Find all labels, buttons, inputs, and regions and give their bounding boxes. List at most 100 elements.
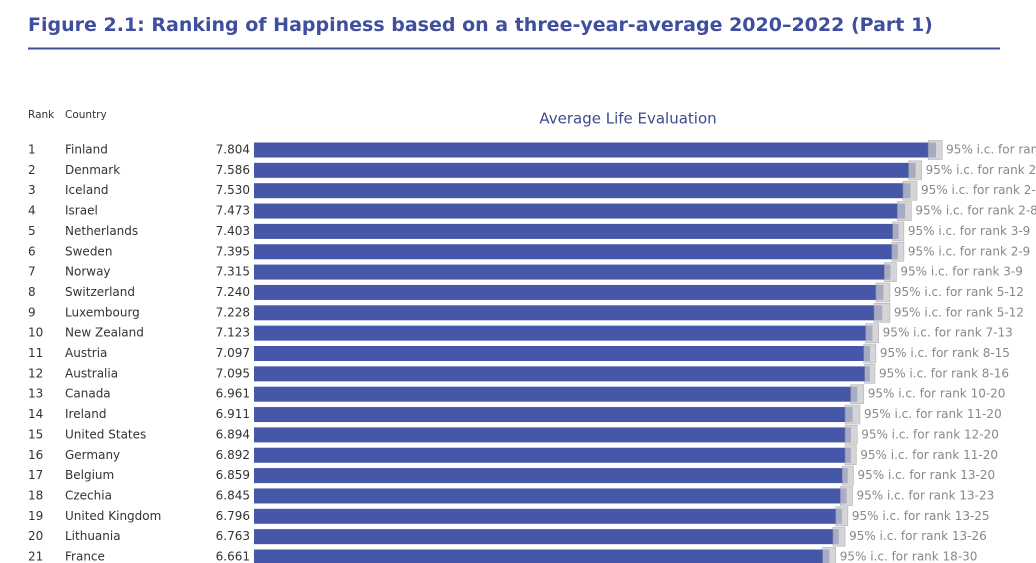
ci-label: 95% i.c. for rank 8-16 [879, 366, 1009, 380]
bar [254, 407, 853, 423]
ci-box [850, 384, 865, 405]
country-header: Country [65, 109, 107, 121]
country: Finland [65, 143, 108, 157]
ci-label: 95% i.c. for rank 7-13 [883, 326, 1013, 340]
rank: 4 [28, 204, 36, 218]
value-label: 6.661 [216, 550, 250, 563]
title-text: Figure 2.1: Ranking of Happiness based o… [28, 14, 844, 36]
bar [254, 162, 916, 178]
chart-title: Figure 2.1: Ranking of Happiness based o… [28, 14, 933, 36]
ci-box [891, 241, 905, 262]
value-label: 7.228 [216, 305, 250, 319]
country: Lithuania [65, 529, 121, 543]
bar [254, 183, 911, 199]
rank: 3 [28, 183, 36, 197]
rank: 12 [28, 366, 43, 380]
country: Switzerland [65, 285, 135, 299]
ci-box [908, 160, 922, 181]
bar [254, 244, 898, 260]
rank: 20 [28, 529, 43, 543]
ci-box [897, 201, 912, 221]
ci-label: 95% i.c. for rank 18-30 [840, 550, 978, 563]
ci-label: 95% i.c. for rank 11-20 [860, 448, 998, 462]
value-label: 7.473 [216, 204, 250, 218]
rank: 11 [28, 346, 43, 360]
value-label: 7.095 [216, 366, 250, 380]
rank: 10 [28, 326, 43, 340]
ci-box [844, 404, 861, 425]
ci-label: 95% i.c. for rank 5-12 [894, 285, 1024, 299]
country: Denmark [65, 163, 120, 177]
ci-label: 95% i.c. for rank 3-9 [900, 265, 1022, 279]
subtitle: (Part 1) [851, 14, 933, 36]
ci-label: 95% i.c. for rank 2-5 [921, 183, 1036, 197]
bar [254, 427, 852, 443]
bar [254, 305, 883, 321]
bar [254, 447, 851, 463]
ci-label: 95% i.c. for rank 13-23 [857, 488, 995, 502]
country: Israel [65, 204, 98, 218]
ci-box [841, 465, 854, 486]
ci-box [832, 526, 846, 547]
country: United Kingdom [65, 509, 161, 523]
bar [254, 223, 899, 239]
country: Canada [65, 387, 111, 401]
value-label: 7.123 [216, 326, 250, 340]
value-label: 6.796 [216, 509, 250, 523]
value-label: 6.763 [216, 529, 250, 543]
ci-box [863, 343, 877, 364]
ci-label: 95% i.c. for rank 12-20 [861, 427, 999, 441]
ci-box [840, 486, 853, 506]
rank: 16 [28, 448, 43, 462]
ci-box [844, 425, 858, 445]
bar [254, 508, 842, 524]
country: Norway [65, 265, 111, 279]
rank: 1 [28, 143, 36, 157]
rank: 14 [28, 407, 43, 421]
bar [254, 284, 884, 300]
value-label: 7.097 [216, 346, 250, 360]
ci-box [835, 506, 849, 527]
country: New Zealand [65, 326, 144, 340]
value-label: 7.315 [216, 265, 250, 279]
ci-label: 95% i.c. for rank 8-15 [880, 346, 1010, 360]
rank: 2 [28, 163, 36, 177]
ci-label: 95% i.c. for rank 3-9 [908, 224, 1030, 238]
bar [254, 386, 858, 402]
rank: 15 [28, 427, 43, 441]
ci-label: 95% i.c. for rank 5-12 [894, 305, 1024, 319]
axis-title: Average Life Evaluation [539, 110, 716, 128]
value-label: 7.240 [216, 285, 250, 299]
ci-box [873, 302, 891, 323]
ci-box [927, 140, 943, 160]
rank: 5 [28, 224, 36, 238]
bar [254, 346, 870, 361]
country: United States [65, 427, 146, 441]
value-label: 7.395 [216, 244, 250, 258]
country: Iceland [65, 183, 108, 197]
ci-box [875, 282, 891, 303]
value-label: 6.961 [216, 387, 250, 401]
country: Sweden [65, 244, 112, 258]
country: Austria [65, 346, 107, 360]
value-label: 6.892 [216, 448, 250, 462]
value-label: 7.530 [216, 183, 250, 197]
ci-label: 95% i.c. for rank 2-8 [915, 204, 1036, 218]
country: Czechia [65, 488, 112, 502]
bar [254, 325, 873, 341]
ci-box [844, 445, 857, 466]
ci-label: 95% i.c. for rank 13-26 [849, 529, 987, 543]
ci-label: 95% i.c. for rank 10-20 [868, 387, 1006, 401]
country: France [65, 550, 105, 563]
bar [254, 264, 891, 280]
value-label: 6.911 [216, 407, 250, 421]
ci-label: 95% i.c. for rank 2-4 [926, 163, 1036, 177]
country: Netherlands [65, 224, 138, 238]
bar [254, 529, 839, 545]
rank: 9 [28, 305, 36, 319]
rank: 8 [28, 285, 36, 299]
ci-box [892, 221, 905, 242]
value-label: 6.859 [216, 468, 250, 482]
ci-box [865, 323, 879, 343]
